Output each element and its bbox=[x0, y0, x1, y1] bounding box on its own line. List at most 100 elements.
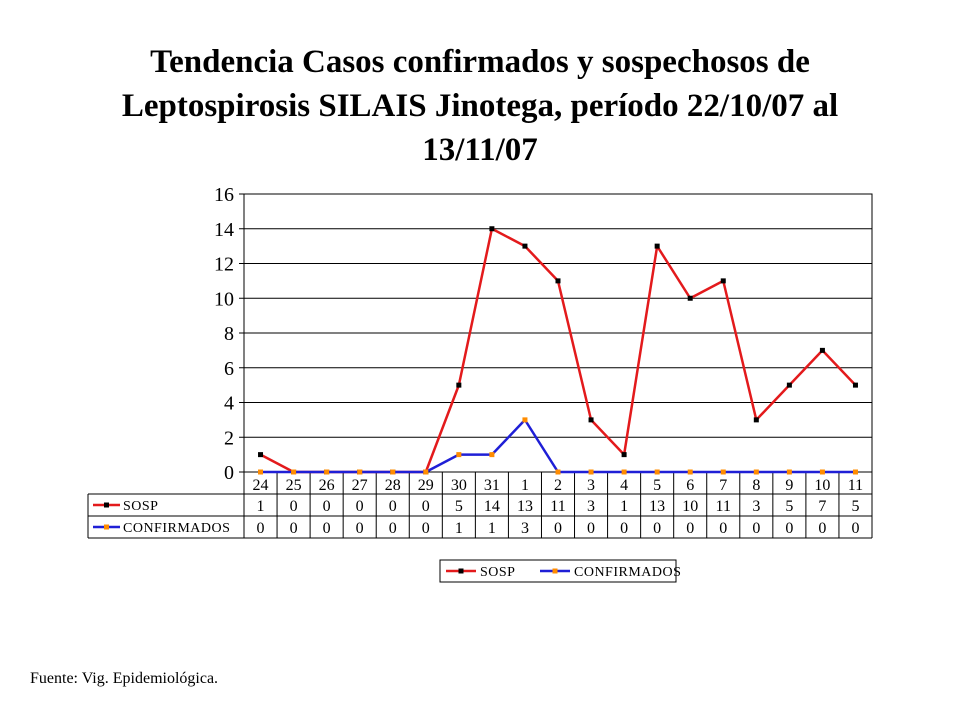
x-tick-label: 28 bbox=[385, 477, 401, 494]
data-point-sosp bbox=[852, 382, 858, 388]
y-tick-label: 14 bbox=[214, 219, 234, 241]
table-cell: 0 bbox=[851, 520, 859, 537]
x-tick-label: 6 bbox=[686, 477, 694, 494]
data-point-confirmados bbox=[819, 469, 825, 475]
data-point-sosp bbox=[621, 452, 627, 458]
data-point-sosp bbox=[720, 278, 726, 284]
chart-legend: SOSP CONFIRMADOS bbox=[439, 559, 681, 583]
data-point-sosp bbox=[819, 347, 825, 353]
table-cell: 13 bbox=[649, 498, 665, 515]
data-point-sosp bbox=[489, 226, 495, 232]
y-tick-label: 2 bbox=[224, 427, 234, 449]
table-cell: 10 bbox=[682, 498, 698, 515]
table-cell: 5 bbox=[455, 498, 463, 515]
table-cell: 0 bbox=[719, 520, 727, 537]
y-tick-label: 0 bbox=[224, 462, 234, 484]
data-point-confirmados bbox=[555, 469, 561, 475]
table-cell: 0 bbox=[818, 520, 826, 537]
x-tick-label: 10 bbox=[814, 477, 830, 494]
x-tick-label: 26 bbox=[319, 477, 335, 494]
legend-key-marker bbox=[458, 568, 464, 574]
x-tick-label: 25 bbox=[286, 477, 302, 494]
table-cell: 0 bbox=[356, 520, 364, 537]
series-line-sosp bbox=[259, 227, 857, 474]
x-tick-label: 4 bbox=[620, 477, 628, 494]
data-point-confirmados bbox=[291, 469, 297, 475]
x-tick-label: 30 bbox=[451, 477, 467, 494]
table-cell: 0 bbox=[752, 520, 760, 537]
data-point-sosp bbox=[588, 417, 594, 423]
legend-key-marker bbox=[552, 568, 558, 574]
data-point-sosp bbox=[654, 243, 660, 249]
source-note: Fuente: Vig. Epidemiológica. bbox=[30, 670, 219, 687]
data-point-sosp bbox=[456, 382, 462, 388]
table-cell: 0 bbox=[422, 498, 430, 515]
data-point-sosp bbox=[753, 417, 759, 423]
x-tick-label: 8 bbox=[752, 477, 760, 494]
y-tick-label: 12 bbox=[214, 254, 234, 276]
data-point-sosp bbox=[522, 243, 528, 249]
data-point-confirmados bbox=[324, 469, 330, 475]
table-cell: 0 bbox=[356, 498, 364, 515]
table-cell: 5 bbox=[785, 498, 793, 515]
x-tick-label: 11 bbox=[848, 477, 863, 494]
chart-series bbox=[258, 226, 858, 475]
data-point-sosp bbox=[258, 452, 264, 458]
data-point-confirmados bbox=[720, 469, 726, 475]
data-point-sosp bbox=[786, 382, 792, 388]
table-cell: 0 bbox=[323, 498, 331, 515]
table-cell: 0 bbox=[587, 520, 595, 537]
table-cell: 0 bbox=[620, 520, 628, 537]
x-tick-label: 7 bbox=[719, 477, 727, 494]
data-point-confirmados bbox=[357, 469, 363, 475]
data-point-confirmados bbox=[489, 452, 495, 458]
legend-label: CONFIRMADOS bbox=[574, 565, 681, 580]
table-cell: 1 bbox=[455, 520, 463, 537]
legend-label: SOSP bbox=[480, 565, 515, 580]
table-cell: 3 bbox=[587, 498, 595, 515]
table-cell: 0 bbox=[785, 520, 793, 537]
data-point-confirmados bbox=[423, 469, 429, 475]
x-tick-label: 3 bbox=[587, 477, 595, 494]
page-title: Tendencia Casos confirmados y sospechoso… bbox=[121, 44, 839, 168]
table-cell: 0 bbox=[323, 520, 331, 537]
data-point-confirmados bbox=[456, 452, 462, 458]
table-series-key-marker bbox=[104, 524, 109, 530]
table-series-name: SOSP bbox=[123, 499, 158, 514]
x-tick-label: 1 bbox=[521, 477, 529, 494]
table-cell: 11 bbox=[550, 498, 565, 515]
x-tick-label: 29 bbox=[418, 477, 434, 494]
data-point-confirmados bbox=[522, 417, 528, 423]
table-cell: 0 bbox=[257, 520, 265, 537]
table-cell: 1 bbox=[488, 520, 496, 537]
table-cell: 3 bbox=[752, 498, 760, 515]
x-tick-label: 2 bbox=[554, 477, 562, 494]
table-cell: 0 bbox=[554, 520, 562, 537]
data-point-confirmados bbox=[621, 469, 627, 475]
x-tick-label: 5 bbox=[653, 477, 661, 494]
data-point-confirmados bbox=[654, 469, 660, 475]
data-point-confirmados bbox=[786, 469, 792, 475]
data-point-confirmados bbox=[588, 469, 594, 475]
y-tick-label: 8 bbox=[224, 323, 234, 345]
table-cell: 0 bbox=[389, 498, 397, 515]
data-point-sosp bbox=[687, 295, 693, 301]
data-point-sosp bbox=[555, 278, 561, 284]
y-axis-ticks: 0 2 4 6 8 10 12 14 16 bbox=[214, 184, 244, 484]
x-tick-label: 27 bbox=[352, 477, 368, 494]
table-cell: 0 bbox=[389, 520, 397, 537]
y-tick-label: 16 bbox=[214, 184, 234, 206]
table-cell: 0 bbox=[290, 520, 298, 537]
table-cell: 13 bbox=[517, 498, 533, 515]
table-cell: 7 bbox=[818, 498, 826, 515]
y-tick-label: 6 bbox=[224, 358, 234, 380]
data-point-confirmados bbox=[390, 469, 396, 475]
table-cell: 0 bbox=[422, 520, 430, 537]
x-tick-label: 9 bbox=[785, 477, 793, 494]
table-series-name: CONFIRMADOS bbox=[123, 521, 230, 536]
table-cell: 1 bbox=[620, 498, 628, 515]
table-cell: 14 bbox=[484, 498, 500, 515]
table-cell: 11 bbox=[716, 498, 731, 515]
x-tick-label: 31 bbox=[484, 477, 500, 494]
